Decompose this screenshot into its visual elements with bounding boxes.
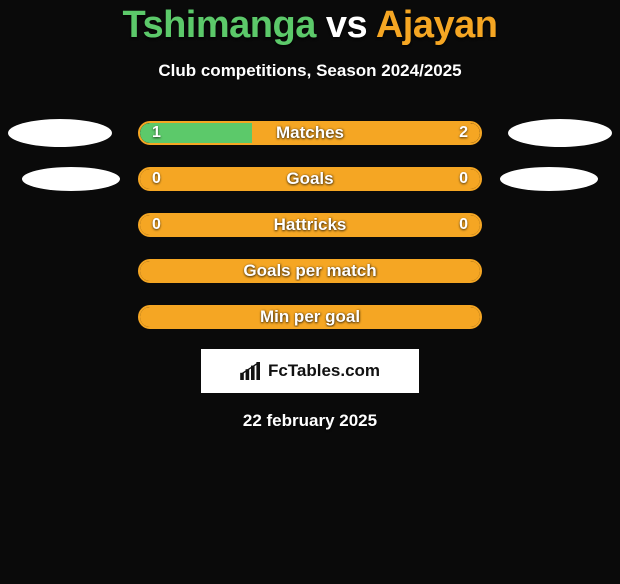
stat-bar: Goals per match xyxy=(138,259,482,283)
player2-name: Ajayan xyxy=(376,4,498,46)
stat-value-right: 0 xyxy=(459,169,468,189)
stat-row: Matches1 2 xyxy=(0,121,620,145)
stat-row: Goals0 0 xyxy=(0,167,620,191)
player1-name: Tshimanga xyxy=(123,4,316,46)
stat-row: Goals per match xyxy=(0,259,620,283)
stat-bar: Matches1 2 xyxy=(138,121,482,145)
date: 22 february 2025 xyxy=(0,411,620,431)
player2-badge xyxy=(508,119,612,147)
stat-label: Hattricks xyxy=(140,215,480,235)
stat-value-left: 1 xyxy=(152,123,161,143)
stat-label: Matches xyxy=(140,123,480,143)
brand-box: FcTables.com xyxy=(201,349,419,393)
player1-badge xyxy=(8,119,112,147)
stat-row: Hattricks0 0 xyxy=(0,213,620,237)
stat-value-left: 0 xyxy=(152,169,161,189)
stat-value-left: 0 xyxy=(152,215,161,235)
stat-label: Goals xyxy=(140,169,480,189)
stat-bar: Hattricks0 0 xyxy=(138,213,482,237)
stat-bar: Min per goal xyxy=(138,305,482,329)
brand-text: FcTables.com xyxy=(268,361,380,381)
stat-value-right: 0 xyxy=(459,215,468,235)
bars-icon xyxy=(240,362,262,380)
stat-row: Min per goal xyxy=(0,305,620,329)
comparison-rows: Matches12Goals00Hattricks00Goals per mat… xyxy=(0,121,620,329)
stat-label: Min per goal xyxy=(140,307,480,327)
comparison-title: Tshimanga vs Ajayan xyxy=(0,4,620,47)
stat-value-right: 2 xyxy=(459,123,468,143)
stat-label: Goals per match xyxy=(140,261,480,281)
stat-bar: Goals0 0 xyxy=(138,167,482,191)
player2-badge xyxy=(500,167,598,191)
vs-text: vs xyxy=(326,4,367,46)
player1-badge xyxy=(22,167,120,191)
subtitle: Club competitions, Season 2024/2025 xyxy=(0,61,620,81)
